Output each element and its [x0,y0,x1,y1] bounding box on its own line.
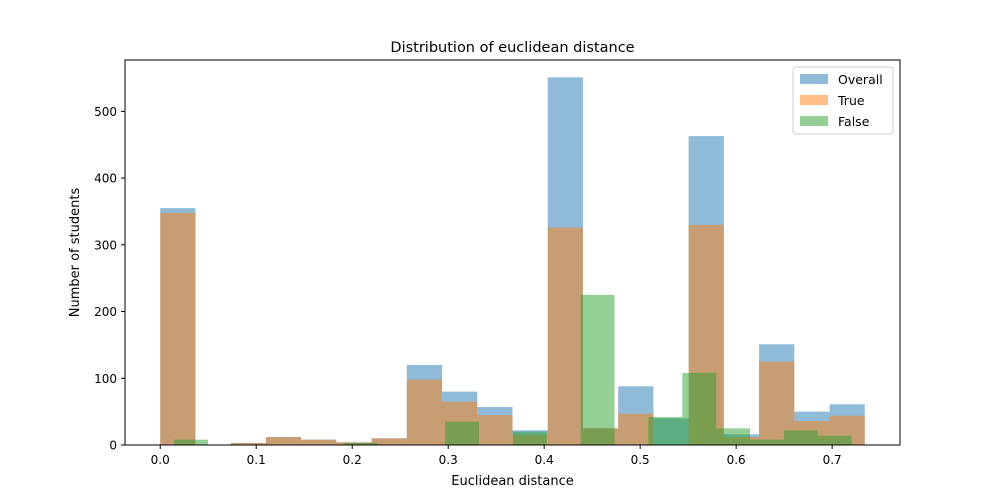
x-tick-label: 0.7 [823,453,842,467]
bar-true-0 [160,212,196,445]
bar-false-19 [817,435,852,445]
bar-true-13 [618,413,654,445]
bar-false-18 [783,430,818,445]
legend-swatch-false [800,116,828,126]
bar-false-10 [512,431,547,445]
bars-layer [160,77,865,445]
y-axis: 0 100 200 300 400 500 [94,105,125,453]
y-tick-label: 0 [109,439,117,453]
legend-label-overall: Overall [838,72,883,87]
bar-true-4 [301,439,337,445]
x-tick-label: 0.2 [343,453,362,467]
y-tick-label: 200 [94,305,117,319]
bar-false-8 [445,421,480,445]
bar-true-9 [477,414,513,445]
bar-true-6 [371,438,407,445]
y-tick-label: 300 [94,238,117,252]
legend-swatch-overall [800,74,828,84]
x-tick-label: 0.5 [631,453,650,467]
legend: Overall True False [792,66,894,135]
bar-true-3 [265,436,302,445]
bar-false-16 [716,428,751,445]
bar-true-11 [547,227,583,445]
bar-true-2 [230,442,266,445]
bar-false-15 [682,372,717,445]
y-tick-label: 500 [94,105,117,119]
legend-swatch-true [800,95,828,105]
x-tick-label: 0.1 [247,453,266,467]
bar-false-12 [580,294,615,445]
x-axis: 0.0 0.1 0.2 0.3 0.4 0.5 0.6 0.7 [151,445,842,467]
bar-false-17 [750,439,784,445]
legend-label-false: False [838,114,870,129]
bar-true-7 [406,379,443,445]
x-tick-label: 0.4 [535,453,554,467]
bar-false-5 [343,442,378,445]
series-false [174,294,852,445]
y-tick-label: 100 [94,372,117,386]
y-axis-label: Number of students [68,188,83,318]
x-tick-label: 0.3 [439,453,458,467]
plot-frame [124,59,901,446]
x-tick-label: 0.6 [727,453,746,467]
x-axis-label: Euclidean distance [451,474,574,489]
bar-false-0 [174,439,208,445]
legend-label-true: True [837,93,865,108]
bar-false-14 [648,416,683,445]
chart-title: Distribution of euclidean distance [390,40,634,56]
y-tick-label: 400 [94,172,117,186]
x-tick-label: 0.0 [151,453,170,467]
